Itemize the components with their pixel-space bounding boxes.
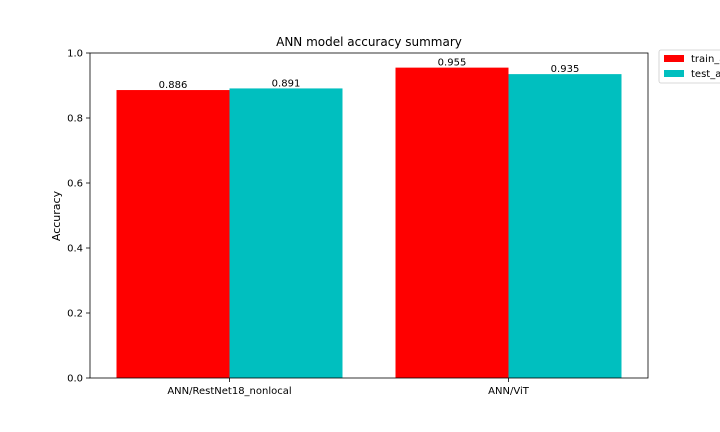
bar-train_a-1 xyxy=(395,67,509,378)
y-tick-label-5: 1.0 xyxy=(67,49,83,60)
data-label-train_a-1: 0.955 xyxy=(438,58,467,69)
legend-swatch-test_a xyxy=(664,70,684,77)
bar-train_a-0 xyxy=(116,90,230,379)
bar-test_a-0 xyxy=(229,88,343,379)
y-tick-label-2: 0.4 xyxy=(67,244,83,255)
y-tick-label-4: 0.8 xyxy=(67,114,83,125)
data-label-test_a-1: 0.935 xyxy=(551,64,580,75)
x-tick-label-0: ANN/RestNet18_nonlocal xyxy=(167,386,291,397)
y-tick-label-1: 0.2 xyxy=(67,309,83,320)
legend-swatch-train_a xyxy=(664,55,684,62)
bar-test_a-1 xyxy=(508,74,622,378)
chart-title: ANN model accuracy summary xyxy=(276,35,462,49)
bars-layer xyxy=(116,67,622,379)
y-tick-label-3: 0.6 xyxy=(67,179,83,190)
x-tick-label-1: ANN/ViT xyxy=(488,386,530,397)
legend-label-train_a: train_a xyxy=(691,54,720,65)
data-label-train_a-0: 0.886 xyxy=(159,80,188,91)
x-axis: ANN/RestNet18_nonlocal ANN/ViT xyxy=(167,378,530,397)
data-labels-layer: 0.886 0.891 0.955 0.935 xyxy=(159,58,580,91)
plot-frame xyxy=(89,52,649,379)
legend: train_a test_a xyxy=(658,49,720,84)
y-tick-label-0: 0.0 xyxy=(67,374,83,385)
data-label-test_a-0: 0.891 xyxy=(272,78,301,89)
y-axis: 0.0 0.2 0.4 0.6 0.8 1.0 xyxy=(67,49,90,385)
y-axis-label: Accuracy xyxy=(50,190,63,241)
legend-label-test_a: test_a xyxy=(691,69,720,80)
